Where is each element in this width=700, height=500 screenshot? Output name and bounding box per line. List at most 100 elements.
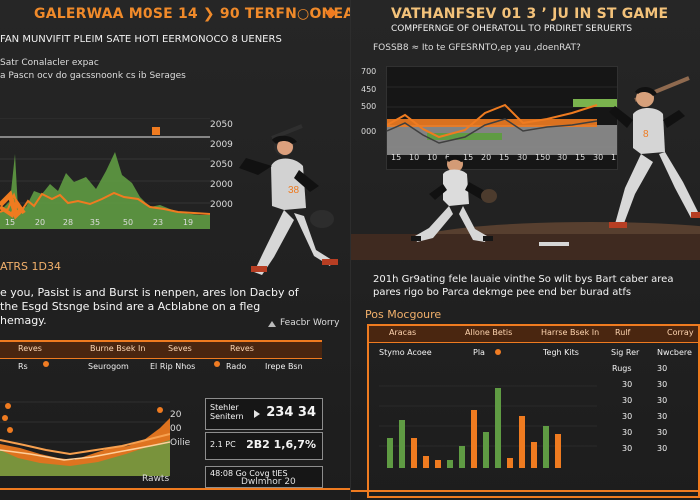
left-section-title: ATRS 1D34 xyxy=(0,260,61,273)
right-field-scene xyxy=(351,222,700,260)
left-bottom-rule xyxy=(0,488,350,490)
left-mini-chart-y-tick-5: 2000 xyxy=(210,200,233,210)
right-row-7-cell-5: 30 xyxy=(622,444,633,453)
right-x-tick-7: 15 xyxy=(499,153,510,162)
left-stat-box-3-label: 48:08 Go Covg tlES xyxy=(210,469,288,478)
left-x-tick-5: 50 xyxy=(122,218,134,227)
right-row-1-dot xyxy=(495,349,501,355)
left-link-icon xyxy=(268,321,276,327)
right-fielder-illustration xyxy=(411,155,497,242)
right-x-tick-11: 15 xyxy=(575,153,586,162)
right-table-frame xyxy=(367,324,700,498)
left-stat-box-1-value: 234 34 xyxy=(266,405,316,420)
left-mini-chart-svg xyxy=(0,127,211,229)
left-stat-box-2-value: 2B2 1,6,7% xyxy=(246,438,316,451)
left-sub-line-1: Satr Conalacler expac xyxy=(0,58,99,68)
right-x-tick-8: 30 xyxy=(517,153,528,162)
right-table-header: Aracas Allone Betis Harrse Bsek In Rulf … xyxy=(367,324,700,343)
left-header-col-1: Reves xyxy=(18,344,42,353)
right-chart-card: 700 450 500 000 15 10 10 6 15 20 15 30 1… xyxy=(361,66,618,170)
right-panel-title: VATHANFSEV 01 3 ’ JU IN ST GAME xyxy=(391,6,669,22)
right-row-5-cell-5: 30 xyxy=(622,412,633,421)
left-x-tick-6: 23 xyxy=(152,218,164,227)
right-row-5-cell-6: 30 xyxy=(657,412,668,421)
right-row-1-cell-1: Stymo Acoee xyxy=(379,348,432,357)
left-stat-box-1: Stehler Senitern 234 34 xyxy=(205,398,323,430)
left-panel: GALERWAA M0SE 14 ❯ 90 TERFN○ONEATE FAN M… xyxy=(0,0,351,500)
right-row-1-cell-5: Sig Rer xyxy=(611,348,640,357)
left-row-cell-2: Seurogom xyxy=(88,362,129,371)
left-x-tick-1: 15 xyxy=(4,218,16,227)
right-header-col-3: Harrse Bsek In xyxy=(541,328,600,337)
right-x-tick-10: 30 xyxy=(557,153,568,162)
left-x-tick-7: 19 xyxy=(182,218,194,227)
right-x-tick-6: 20 xyxy=(481,153,492,162)
left-mini-chart xyxy=(0,118,211,229)
left-x-tick-4: 35 xyxy=(89,218,101,227)
right-row-7-cell-6: 30 xyxy=(657,444,668,453)
right-row-6-cell-6: 30 xyxy=(657,428,668,437)
right-chart-svg xyxy=(386,86,617,155)
left-panel-title: GALERWAA M0SE 14 ❯ 90 TERFN○ONEATE xyxy=(34,6,351,22)
left-top-line: FAN MUNVIFIT PLEIM SATE HOTI EERMONOCO 8… xyxy=(0,34,282,45)
right-x-tick-2: 10 xyxy=(409,153,420,162)
left-player-illustration: 38 xyxy=(239,124,338,275)
left-row-orange-dot xyxy=(43,361,49,367)
left-row-cell-4: Rado xyxy=(226,362,247,371)
right-batter-illustration: 8 xyxy=(609,76,700,228)
left-mini-chart-y-tick-4: 2000 xyxy=(210,180,233,190)
right-x-tick-1: 15 xyxy=(391,153,402,162)
left-link-row[interactable]: Feacbr Worry xyxy=(268,318,348,332)
right-row-6-cell-5: 30 xyxy=(622,428,633,437)
svg-text:8: 8 xyxy=(643,129,649,140)
right-row-2-cell-6: 30 xyxy=(657,364,668,373)
right-panel: VATHANFSEV 01 3 ’ JU IN ST GAME COMPFERN… xyxy=(351,0,700,500)
left-header-col-4: Reves xyxy=(230,344,254,353)
right-x-tick-9: 150 xyxy=(535,153,551,162)
left-row-status-dot xyxy=(214,361,220,367)
svg-text:38: 38 xyxy=(288,185,300,196)
right-x-tick-4: 6 xyxy=(445,153,451,162)
right-header-col-2: Allone Betis xyxy=(465,328,513,337)
left-x-tick-2: 20 xyxy=(34,218,46,227)
right-section-title: Pos Mocgoure xyxy=(365,308,442,321)
left-sub-line-2: a Pascn ocv do gacssnoonk cs ib Serages xyxy=(0,71,186,81)
left-stat-box-1-label: Stehler Senitern xyxy=(210,403,244,421)
right-bottom-rule xyxy=(351,490,700,492)
left-paragraph: e you, Pasist is and Burst is nenpen, ar… xyxy=(0,286,299,327)
right-card-y-tick-4: 000 xyxy=(361,127,377,136)
left-row-cell-5: Irepe Bsn xyxy=(265,362,303,371)
left-mini-chart-y-tick-1: 2050 xyxy=(210,120,233,130)
left-mini-chart-y-tick-2: 2009 xyxy=(210,140,233,150)
right-card-y-tick-1: 700 xyxy=(361,67,377,76)
left-stat-box-1-arrow-icon xyxy=(254,410,260,418)
left-table-header: Reves Burne Bsek In Seves Reves xyxy=(0,340,322,359)
right-row-1-cell-6: Nwcbere xyxy=(657,348,692,357)
left-right-value-3: Oilie xyxy=(170,438,191,448)
right-row-1-cell-2: Pla xyxy=(473,348,485,357)
right-row-1-cell-4: Tegh Kits xyxy=(543,348,579,357)
left-right-value-1: 20 xyxy=(170,410,182,420)
right-row-3-cell-6: 30 xyxy=(657,380,668,389)
right-x-tick-13: 1 xyxy=(611,153,617,162)
left-stat-box-2-label: 2.1 PC xyxy=(210,440,236,449)
left-stat-box-3: 48:08 Go Covg tlES Dwlmhor 20 xyxy=(205,466,323,488)
left-row-cell-3: El Rip Nhos xyxy=(150,362,196,371)
left-x-tick-3: 28 xyxy=(62,218,74,227)
right-panel-subtitle: COMPFERNGE OF OHERATOLL TO PRDIRET SERUE… xyxy=(391,24,633,34)
right-header-col-5: Corray xyxy=(667,328,694,337)
left-right-value-2: 00 xyxy=(170,424,182,434)
left-link-text: Feacbr Worry xyxy=(280,318,340,328)
left-header-col-3: Seves xyxy=(168,344,192,353)
right-card-y-tick-3: 500 xyxy=(361,102,377,111)
right-x-tick-12: 30 xyxy=(593,153,604,162)
right-row-3-cell-5: 30 xyxy=(622,380,633,389)
right-x-tick-5: 15 xyxy=(463,153,474,162)
right-caption: 201h Gr9ating fele lauaie vinthe So wlit… xyxy=(373,274,674,298)
right-row-2-cell-5: Rugs xyxy=(612,364,632,373)
left-mini-panel-label: Rawts xyxy=(142,474,170,484)
right-row-4-cell-6: 30 xyxy=(657,396,668,405)
left-mini-chart-y-tick-3: 2050 xyxy=(210,160,233,170)
right-card-y-tick-2: 450 xyxy=(361,85,377,94)
left-row-cell-1: Rs xyxy=(18,362,28,371)
